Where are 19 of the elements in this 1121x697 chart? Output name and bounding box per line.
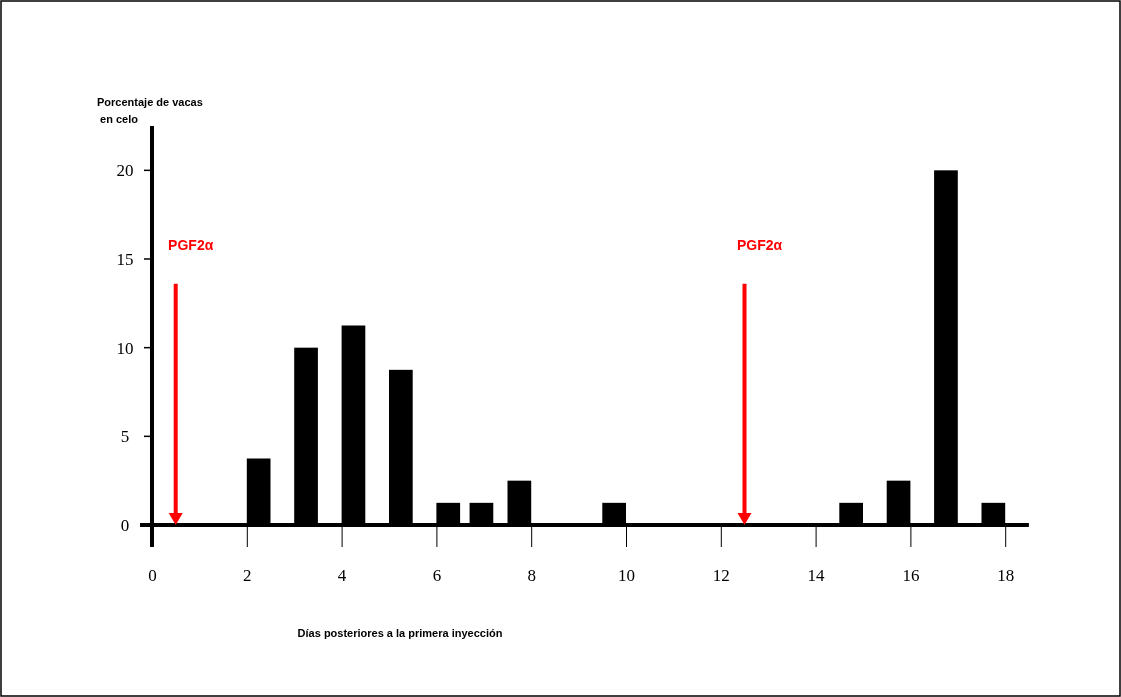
x-tick-label: 18 bbox=[997, 566, 1015, 586]
x-tick-label: 16 bbox=[902, 566, 920, 586]
x-tick-label: 2 bbox=[243, 566, 252, 586]
x-tick-label: 4 bbox=[337, 566, 347, 586]
x-axis-title: Días posteriores a la primera inyección bbox=[297, 627, 503, 639]
y-axis-title: Porcentaje de vacas en celo bbox=[97, 96, 203, 125]
ref-line-label: PGF2α bbox=[168, 237, 214, 254]
x-tick-label: 12 bbox=[712, 566, 730, 586]
y-tick-label: 0 bbox=[120, 516, 130, 535]
y-tick-label: 10 bbox=[116, 338, 134, 358]
y-tick-label: 5 bbox=[120, 427, 130, 447]
y-tick-label: 15 bbox=[116, 250, 134, 269]
x-tick-label: 8 bbox=[527, 566, 536, 586]
x-tick-label: 6 bbox=[432, 566, 442, 586]
x-tick-label: 10 bbox=[618, 566, 635, 586]
ref-line-label: PGF2α bbox=[736, 237, 783, 254]
x-tick-label: 14 bbox=[807, 566, 826, 586]
x-tick-label: 0 bbox=[148, 566, 157, 586]
y-tick-label: 20 bbox=[116, 161, 134, 181]
